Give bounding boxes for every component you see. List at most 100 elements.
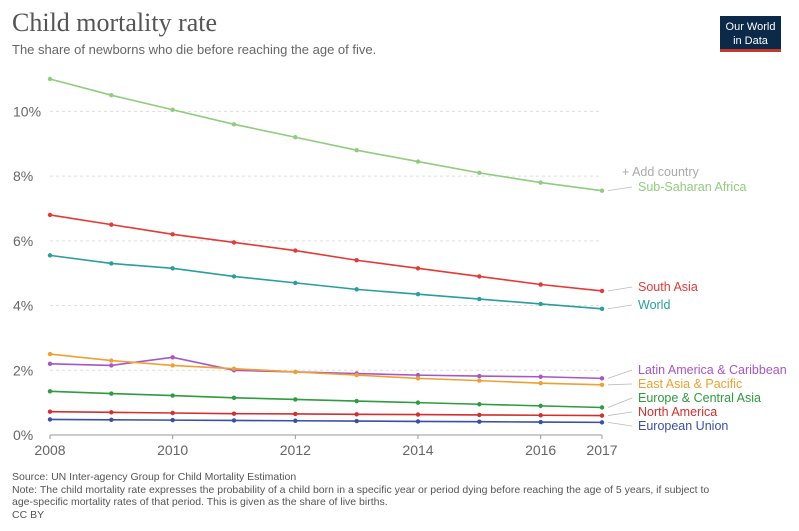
- data-point[interactable]: [47, 253, 53, 258]
- note-line-2: age-specific mortality rates of that per…: [12, 496, 388, 508]
- series-label[interactable]: World: [638, 298, 670, 312]
- data-point[interactable]: [170, 355, 175, 360]
- data-point[interactable]: [47, 351, 53, 357]
- series-label[interactable]: Latin America & Caribbean: [638, 363, 787, 377]
- data-point[interactable]: [415, 376, 421, 381]
- series-label[interactable]: South Asia: [638, 280, 698, 294]
- data-point[interactable]: [47, 212, 53, 218]
- data-point[interactable]: [47, 409, 53, 414]
- series-line[interactable]: [49, 353, 603, 386]
- data-point[interactable]: [109, 410, 114, 415]
- data-point[interactable]: [538, 180, 543, 185]
- data-point[interactable]: [231, 366, 237, 371]
- owid-logo[interactable]: Our World in Data: [720, 16, 781, 52]
- data-point[interactable]: [538, 419, 543, 425]
- data-point[interactable]: [599, 382, 605, 388]
- data-point[interactable]: [170, 232, 175, 237]
- data-point[interactable]: [293, 248, 298, 253]
- y-tick-label: 6%: [13, 233, 33, 249]
- data-point[interactable]: [231, 395, 237, 400]
- y-tick-label: 4%: [13, 298, 33, 314]
- data-point[interactable]: [293, 369, 298, 375]
- data-point[interactable]: [599, 405, 605, 410]
- series-label[interactable]: Sub-Saharan Africa: [638, 180, 746, 194]
- data-point[interactable]: [599, 306, 605, 311]
- data-point[interactable]: [354, 412, 359, 417]
- series-line[interactable]: [49, 418, 603, 424]
- data-point[interactable]: [477, 402, 482, 407]
- x-tick-label: 2014: [402, 442, 433, 458]
- data-point[interactable]: [354, 287, 359, 292]
- data-point[interactable]: [109, 391, 114, 396]
- data-point[interactable]: [293, 280, 298, 286]
- data-point[interactable]: [109, 222, 114, 227]
- data-point[interactable]: [293, 418, 298, 423]
- data-point[interactable]: [231, 240, 237, 245]
- data-point[interactable]: [538, 374, 543, 379]
- data-point[interactable]: [109, 358, 114, 363]
- data-point[interactable]: [538, 413, 543, 418]
- data-point[interactable]: [415, 412, 421, 417]
- data-point[interactable]: [599, 420, 605, 425]
- data-point[interactable]: [231, 411, 237, 416]
- data-point[interactable]: [415, 372, 421, 378]
- series-line[interactable]: [49, 390, 603, 409]
- data-point[interactable]: [109, 363, 114, 368]
- data-point[interactable]: [170, 107, 175, 112]
- data-point[interactable]: [354, 418, 359, 424]
- data-point[interactable]: [354, 372, 359, 378]
- license-link[interactable]: CC BY: [12, 508, 45, 521]
- data-point[interactable]: [170, 363, 175, 368]
- data-point[interactable]: [415, 400, 421, 405]
- data-point[interactable]: [477, 378, 482, 383]
- series-line[interactable]: [49, 410, 603, 417]
- data-point[interactable]: [109, 417, 114, 422]
- data-point[interactable]: [354, 258, 359, 263]
- data-point[interactable]: [231, 418, 237, 423]
- data-point[interactable]: [599, 188, 605, 193]
- data-point[interactable]: [599, 376, 605, 381]
- data-point[interactable]: [109, 261, 114, 266]
- data-point[interactable]: [538, 301, 543, 307]
- data-point[interactable]: [354, 148, 359, 153]
- data-point[interactable]: [47, 417, 53, 422]
- series-line[interactable]: [49, 214, 603, 292]
- data-point[interactable]: [47, 361, 53, 366]
- series-line[interactable]: [49, 78, 603, 192]
- data-point[interactable]: [170, 417, 175, 423]
- data-point[interactable]: [415, 266, 421, 271]
- series-label[interactable]: North America: [638, 405, 717, 419]
- data-point[interactable]: [477, 412, 482, 418]
- data-point[interactable]: [47, 76, 53, 82]
- data-point[interactable]: [293, 411, 298, 417]
- series-label[interactable]: East Asia & Pacific: [638, 377, 742, 391]
- data-point[interactable]: [538, 403, 543, 409]
- data-point[interactable]: [231, 122, 237, 127]
- data-point[interactable]: [415, 419, 421, 424]
- data-point[interactable]: [170, 393, 175, 398]
- data-point[interactable]: [538, 282, 543, 287]
- data-point[interactable]: [231, 274, 237, 279]
- data-point[interactable]: [293, 135, 298, 140]
- series-label[interactable]: European Union: [638, 419, 728, 433]
- data-point[interactable]: [477, 373, 482, 379]
- add-country-button[interactable]: + Add country: [622, 165, 700, 179]
- data-point[interactable]: [170, 410, 175, 416]
- data-point[interactable]: [415, 159, 421, 164]
- data-point[interactable]: [477, 274, 482, 279]
- data-point[interactable]: [477, 296, 482, 302]
- data-point[interactable]: [599, 413, 605, 418]
- data-point[interactable]: [477, 419, 482, 424]
- series-label[interactable]: Europe & Central Asia: [638, 391, 761, 405]
- data-point[interactable]: [415, 292, 421, 297]
- series-line[interactable]: [49, 356, 603, 380]
- data-point[interactable]: [47, 389, 53, 394]
- data-point[interactable]: [538, 381, 543, 386]
- data-point[interactable]: [293, 397, 298, 402]
- data-point[interactable]: [170, 266, 175, 271]
- series-line[interactable]: [49, 254, 603, 310]
- data-point[interactable]: [109, 92, 114, 98]
- data-point[interactable]: [599, 288, 605, 294]
- data-point[interactable]: [477, 170, 482, 176]
- data-point[interactable]: [354, 398, 359, 404]
